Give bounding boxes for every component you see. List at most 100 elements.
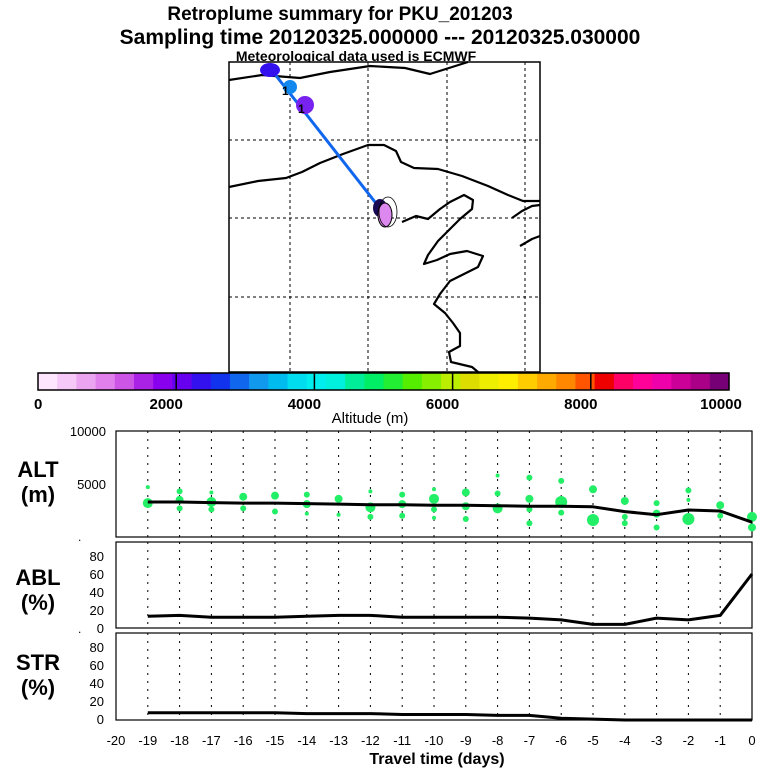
abl-unit: (%): [21, 590, 55, 615]
alt-scatter-point: [304, 511, 309, 516]
alt-scatter-point: [462, 515, 469, 522]
alt-scatter-point: [621, 520, 628, 527]
abl-vertical-ticks: [147, 542, 721, 628]
marker-end-outline: [378, 196, 398, 228]
alt-scatter-point: [526, 474, 533, 481]
colorbar-cell: [153, 373, 173, 390]
colorbar-cell: [191, 373, 212, 390]
alt-scatter-point: [271, 491, 279, 500]
alt-ytick-dot: .: [78, 530, 81, 544]
alt-scatter-point: [367, 513, 374, 520]
alt-scatter-point: [682, 512, 695, 525]
alt-scatter-point: [208, 506, 215, 513]
sampling-time: Sampling time 20120325.000000 --- 201203…: [120, 26, 641, 49]
colorbar-cell: [517, 373, 538, 390]
marker-day-2: [283, 80, 297, 94]
x-tick-label: -9: [460, 733, 472, 748]
alt-scatter-point: [145, 485, 150, 490]
str-ytick-80: 80: [90, 640, 104, 655]
abl-ytick-20: 20: [90, 603, 104, 618]
colorbar-cell: [441, 373, 461, 390]
abl-label: ABL: [15, 565, 60, 590]
colorbar-cell: [613, 373, 634, 390]
marker-day-3: [296, 96, 314, 114]
alt-ytick-10000: 10000: [70, 424, 106, 439]
abl-ytick-40: 40: [90, 585, 104, 600]
alt-scatter-point: [620, 496, 629, 505]
str-unit: (%): [21, 675, 55, 700]
colorbar-cell: [249, 373, 269, 390]
x-tick-label: -14: [297, 733, 316, 748]
str-yticks: 80 60 40 20 0: [90, 640, 104, 727]
str-label: STR: [16, 650, 60, 675]
alt-scatter-point: [176, 505, 183, 512]
x-tick-label: -4: [619, 733, 631, 748]
marker-day-1: [260, 63, 280, 77]
x-tick-label: -6: [555, 733, 567, 748]
colorbar-cell: [133, 373, 154, 390]
alt-scatter-point: [558, 509, 565, 516]
alt-scatter-point: [303, 491, 310, 498]
colorbar-cell: [690, 373, 711, 390]
abl-line: [147, 573, 754, 626]
alt-scatter-point: [686, 497, 691, 502]
alt-scatter-point: [432, 487, 436, 492]
abl-ytick-60: 60: [90, 567, 104, 582]
x-tick-label: -1: [714, 733, 726, 748]
alt-scatter-point: [558, 477, 565, 484]
trajectory-markers: 1 1: [260, 63, 398, 228]
alt-scatter-point: [653, 524, 660, 531]
x-tick-label: -3: [651, 733, 663, 748]
abl-ytick-80: 80: [90, 549, 104, 564]
colorbar-cell: [671, 373, 692, 390]
x-axis-label: Travel time (days): [369, 751, 504, 768]
colorbar-cell: [421, 373, 442, 390]
colorbar-cell: [287, 373, 308, 390]
colorbar-cell: [479, 373, 500, 390]
alt-scatter-point: [461, 488, 470, 497]
alt-scatter-point: [526, 520, 533, 527]
x-tick-labels: -20 -19 -18 -17 -16 -15 -14 -13 -12 -11 -10 -9 -8 -7-…: [107, 733, 756, 748]
colorbar-cell: [652, 373, 673, 390]
alt-scatter-point: [621, 513, 628, 520]
alt-scatter-point: [717, 512, 724, 519]
trajectory-map: 1 1: [228, 60, 541, 373]
colorbar-tick-label: 6000: [426, 396, 459, 413]
colorbar-cell: [345, 373, 365, 390]
str-ytick-0: 0: [97, 712, 104, 727]
alt-scatter-point: [589, 485, 597, 494]
abl-yticks: 80 60 40 20 0: [90, 549, 104, 636]
colorbar-cell: [575, 373, 596, 390]
altitude-colorbar: 0 2000 4000 6000 8000 10000 Altitude (m): [34, 372, 742, 427]
colorbar-tick-label: 8000: [564, 396, 597, 413]
colorbar-frame: [37, 372, 730, 391]
figure-title: Retroplume summary for PKU_201203: [167, 4, 512, 25]
alt-scatter-point: [432, 515, 436, 520]
marker-day-4: [377, 202, 393, 228]
x-tick-label: -18: [170, 733, 189, 748]
map-gridlines: [229, 62, 540, 372]
colorbar-cell: [364, 373, 385, 390]
alt-scatter-point: [176, 488, 183, 495]
colorbar-ticks: [175, 373, 592, 390]
alt-vertical-ticks: [147, 431, 721, 537]
colorbar-cell: [633, 373, 653, 390]
str-ytick-40: 40: [90, 676, 104, 691]
colorbar-cell: [709, 373, 730, 390]
alt-scatter-point: [526, 506, 533, 513]
colorbar-cell: [210, 373, 231, 390]
colorbar-cell: [57, 373, 77, 390]
alt-scatter-point: [209, 490, 214, 495]
colorbar-cell: [38, 373, 58, 390]
alt-label: ALT: [17, 457, 59, 482]
colorbar-cell: [229, 373, 250, 390]
alt-frame: [115, 430, 753, 538]
alt-scatter-point: [525, 494, 534, 503]
colorbar-tick-label: 2000: [150, 396, 183, 413]
alt-scatter-point: [429, 493, 439, 504]
x-tick-label: -11: [393, 733, 411, 748]
alt-scatter-point: [240, 505, 247, 512]
alt-scatter-point: [748, 523, 756, 532]
alt-scatter-point: [431, 506, 437, 513]
